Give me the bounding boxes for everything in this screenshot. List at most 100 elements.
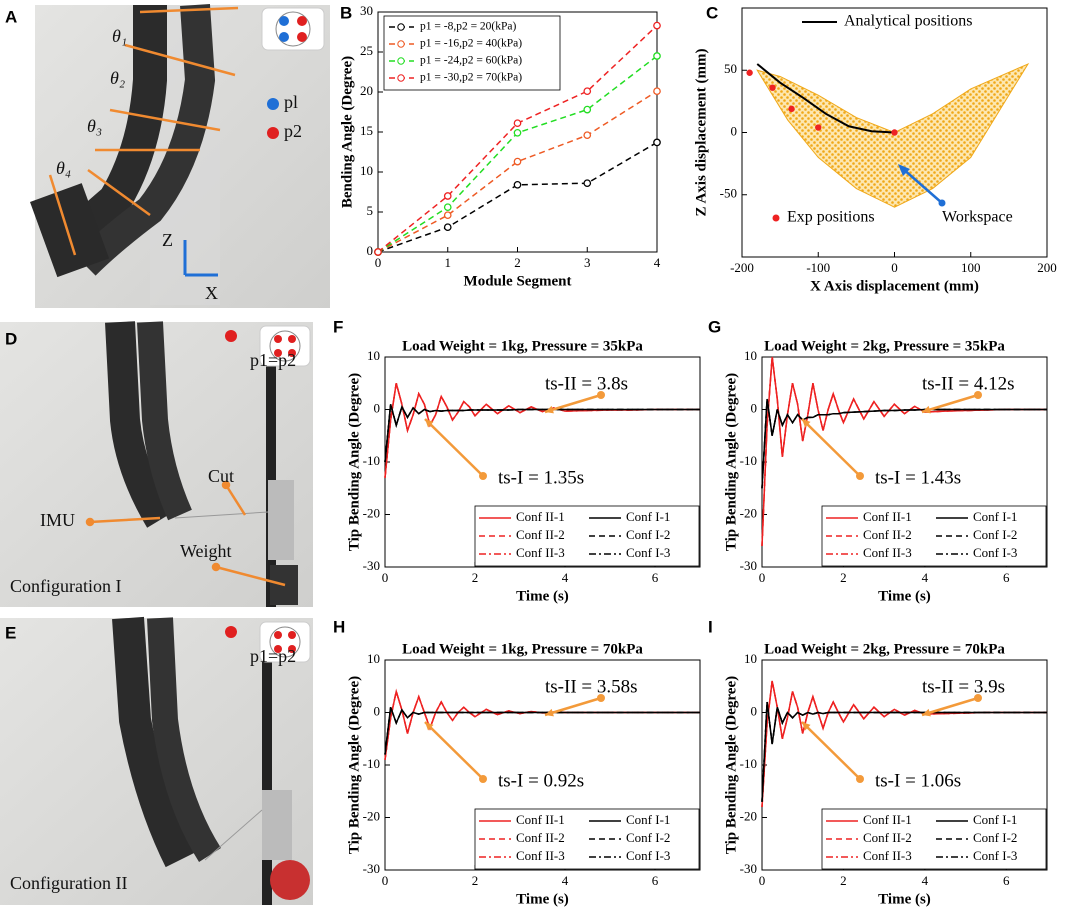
x-axis-label: X Axis displacement (mm): [810, 278, 979, 294]
annotation-dot: [597, 391, 605, 399]
photo-e: [0, 616, 313, 905]
y-axis-label: Z Axis displacement (mm): [693, 49, 709, 217]
legend-label: Analytical positions: [844, 13, 972, 30]
chart-title: Load Weight = 1kg, Pressure = 70kPa: [402, 641, 643, 657]
photo-label: θ₁: [112, 26, 127, 46]
legend-box: [474, 808, 700, 870]
y-tick-label: -10: [363, 756, 380, 771]
plot-clip-group: [761, 356, 1047, 547]
annotation-dot: [856, 472, 864, 480]
series-line: [384, 404, 700, 463]
photo-label: θ₃: [87, 116, 102, 136]
panel-letter: G: [708, 317, 721, 336]
annotation-arrowhead: [545, 708, 554, 717]
x-axis-label: Module Segment: [464, 273, 572, 289]
legend-label: Conf II-2: [863, 830, 912, 845]
panel-letter: A: [5, 7, 17, 26]
legend-label: Conf I-1: [973, 812, 1017, 827]
legend-label: Conf I-3: [626, 545, 670, 560]
legend-label: Conf II-2: [863, 527, 912, 542]
y-tick-label: 10: [360, 163, 373, 178]
data-point: [443, 203, 452, 212]
y-tick-label: 15: [360, 123, 373, 138]
x-tick-label: 200: [1037, 260, 1057, 275]
x-tick-label: -200: [730, 260, 754, 275]
photo-label: X: [205, 283, 218, 303]
y-tick-label: -50: [720, 186, 737, 201]
legend-label: Exp positions: [787, 209, 875, 226]
annotation-arrowhead: [922, 405, 931, 414]
photo-label: Cut: [208, 466, 234, 486]
legend-label: Conf II-3: [516, 848, 565, 863]
legend-label: Conf I-1: [626, 509, 670, 524]
photo-label: Z: [162, 230, 173, 250]
data-point: [769, 84, 776, 91]
y-tick-label: 10: [367, 348, 380, 363]
panel-letter: H: [333, 617, 345, 636]
data-point: [583, 131, 592, 140]
x-tick-label: 2: [472, 570, 479, 585]
y-tick-label: 0: [374, 703, 381, 718]
annotation-arrowhead: [898, 164, 910, 176]
annotation-arrow: [544, 696, 602, 717]
panel-letter: E: [5, 623, 16, 642]
annotation-arrow: [901, 167, 943, 204]
x-tick-label: 0: [891, 260, 898, 275]
photo-label: p2: [284, 121, 302, 141]
annotation-dot: [479, 472, 487, 480]
x-tick-label: -100: [806, 260, 830, 275]
series-line: [761, 701, 1047, 802]
x-tick-label: 0: [382, 570, 389, 585]
y-axis-label: Bending Angle (Degree): [339, 56, 355, 208]
annotation: ts-II = 3.9s: [922, 676, 1005, 697]
photo-a: [30, 4, 330, 308]
photo-d: [0, 321, 313, 607]
annotation-arrowhead: [545, 405, 554, 414]
legend-label: Conf II-1: [863, 812, 912, 827]
data-point: [583, 105, 592, 114]
y-tick-label: -10: [363, 453, 380, 468]
x-axis-label: Time (s): [516, 891, 569, 907]
series-line: [384, 404, 700, 463]
legend-label: Conf II-3: [863, 545, 912, 560]
legend-label: p1 = -16,p2 = 40(kPa): [420, 38, 522, 50]
photo-label: θ₄: [56, 158, 71, 178]
photo-label: Configuration I: [10, 576, 121, 596]
data-point: [653, 87, 661, 96]
annotation-dot: [938, 199, 946, 207]
annotation-arrowhead: [802, 419, 811, 428]
y-tick-label: 50: [724, 61, 737, 76]
data-point: [443, 223, 452, 232]
annotation: ts-I = 1.06s: [875, 770, 961, 791]
series-line: [384, 404, 700, 463]
panel-letter: B: [340, 3, 352, 22]
y-tick-label: -20: [740, 505, 757, 520]
legend-label: p1 = -8,p2 = 20(kPa): [420, 21, 517, 33]
data-point: [443, 211, 452, 220]
series-line: [761, 680, 1047, 808]
y-tick-label: 10: [367, 651, 380, 666]
annotation: ts-I = 0.92s: [498, 770, 584, 791]
y-tick-label: -30: [740, 861, 757, 876]
legend-marker: [397, 40, 405, 48]
x-tick-label: 6: [652, 570, 659, 585]
x-tick-label: 0: [382, 873, 389, 888]
y-tick-label: -30: [740, 558, 757, 573]
y-tick-label: 10: [744, 651, 757, 666]
legend-label: Conf I-3: [973, 848, 1017, 863]
x-tick-label: 0: [759, 873, 766, 888]
legend-label: Conf I-2: [626, 830, 670, 845]
legend-label: Conf II-3: [516, 545, 565, 560]
series-line: [384, 383, 700, 478]
annotation: ts-I = 1.43s: [875, 467, 961, 488]
legend-label: Conf I-3: [626, 848, 670, 863]
annotation-dot: [479, 775, 487, 783]
series-line: [756, 63, 895, 134]
annotation-arrowhead: [425, 722, 434, 731]
legend-marker: [397, 23, 405, 31]
x-tick-label: 100: [961, 260, 981, 275]
plot-clip-group: [384, 383, 700, 478]
legend-label: Conf II-1: [516, 509, 565, 524]
series-line: [384, 706, 700, 755]
